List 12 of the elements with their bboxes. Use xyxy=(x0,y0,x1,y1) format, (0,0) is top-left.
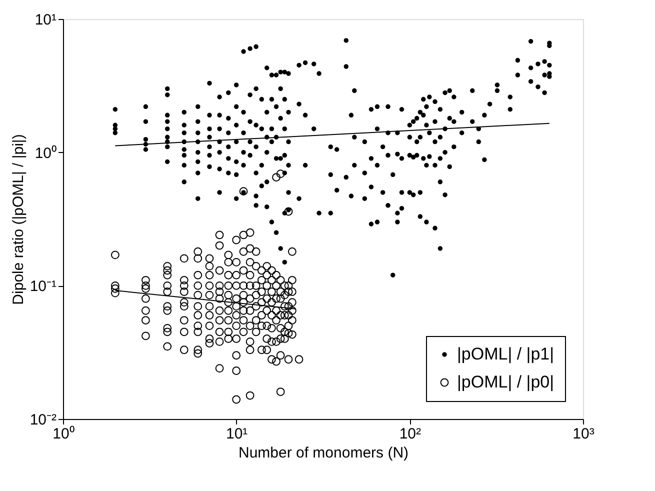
x-tick-label: 10³ xyxy=(572,426,594,442)
x-tick-label: 10¹ xyxy=(226,426,248,442)
y-tick-label: 10⁻² xyxy=(30,412,56,428)
y-axis-title: Dipole ratio (|pOML| / |pi|) xyxy=(10,134,27,305)
y-tick-label: 10⁻¹ xyxy=(30,278,56,296)
y-tick-label: 10¹ xyxy=(34,12,56,28)
legend-label: |pOML| / |p1| xyxy=(457,344,554,364)
x-tick-label: 10⁰ xyxy=(52,426,74,442)
legend-label: |pOML| / |p0| xyxy=(457,372,554,392)
x-tick-label: 10² xyxy=(399,426,422,442)
y-tick-label: 10⁰ xyxy=(34,144,56,162)
x-axis-title: Number of monomers (N) xyxy=(238,444,409,462)
